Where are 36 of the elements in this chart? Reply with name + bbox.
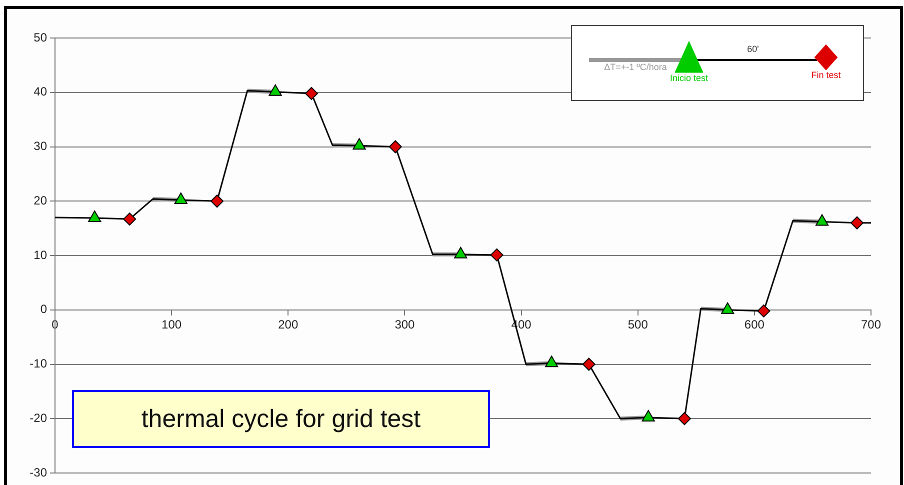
y-tick-label: -30: [30, 465, 48, 480]
y-tick-label: -20: [30, 410, 48, 425]
point: [757, 304, 770, 318]
point: [352, 138, 366, 150]
y-tick-label: 30: [34, 139, 48, 154]
point: [642, 410, 655, 422]
point: [454, 246, 468, 258]
x-tick-label: 700: [860, 317, 882, 332]
legend-panel: ΔT=+-1 ºC/hora 60' Inicio test Fin test: [571, 25, 864, 101]
y-tick-label: 20: [34, 193, 48, 208]
point: [210, 194, 224, 208]
y-tick-label: 0: [40, 302, 48, 316]
y-tick-label: 50: [34, 30, 48, 44]
point: [88, 210, 102, 222]
y-tick-label: 10: [34, 248, 48, 262]
point: [850, 216, 864, 230]
point: [545, 356, 558, 368]
annotation: 60': [746, 44, 760, 54]
x-tick-label: 200: [278, 317, 298, 332]
caption-box: thermal cycle for grid test: [72, 390, 490, 448]
point: [721, 302, 734, 314]
x-tick-label: 300: [394, 317, 416, 332]
x-tick-label: 500: [628, 317, 648, 332]
point: [815, 214, 829, 226]
point: [490, 248, 504, 262]
point: [582, 358, 596, 371]
point: [388, 140, 402, 154]
point: [123, 212, 136, 226]
point: [174, 192, 188, 204]
point: [678, 412, 691, 426]
y-tick-label: 40: [34, 84, 48, 99]
point: [304, 86, 318, 100]
x-tick-label: 600: [744, 317, 765, 332]
x-tick-label: 100: [162, 317, 182, 332]
point: [268, 84, 282, 96]
y-tick-label: -10: [30, 356, 48, 371]
